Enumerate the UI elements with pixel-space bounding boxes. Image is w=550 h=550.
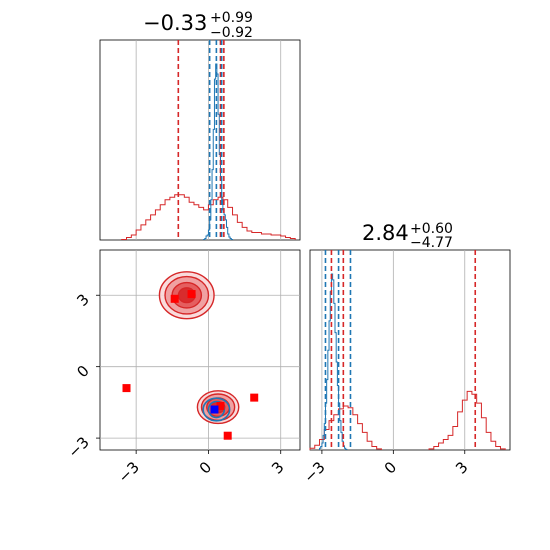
hist-x-title: −0.33 +0.99 −0.92 bbox=[143, 10, 253, 41]
scatter-panel: −3 0 3 −3 0 3 bbox=[64, 249, 301, 486]
hist-y-panel: −3 0 3 bbox=[300, 249, 511, 486]
scatter-y-ticks: −3 0 3 bbox=[64, 290, 100, 462]
hist-y-x-tick-label: −3 bbox=[300, 458, 328, 486]
red-marker bbox=[187, 290, 196, 299]
red-marker bbox=[122, 384, 131, 393]
scatter-x-tick-label: 0 bbox=[196, 458, 215, 477]
title-sup-y: +0.60 bbox=[410, 221, 453, 237]
hist-x-frame bbox=[99, 39, 301, 241]
hist-y-x-ticks: −3 0 3 bbox=[300, 450, 472, 486]
hist-x-panel bbox=[99, 39, 301, 241]
hist-y-series bbox=[309, 273, 506, 450]
title-main-x: −0.33 bbox=[143, 11, 207, 35]
hist-y-grid bbox=[321, 250, 466, 450]
scatter-markers bbox=[122, 290, 259, 440]
title-sub-x: −0.92 bbox=[210, 25, 253, 41]
hist-y-series-0 bbox=[309, 390, 506, 450]
scatter-x-ticks: −3 0 3 bbox=[115, 450, 288, 486]
blue-marker bbox=[210, 405, 219, 414]
hist-x-series-0 bbox=[121, 194, 296, 240]
hist-y-title: 2.84 +0.60 −4.77 bbox=[362, 221, 453, 251]
hist-y-series-1 bbox=[319, 273, 348, 450]
scatter-contours bbox=[158, 271, 240, 425]
hist-x-series bbox=[121, 63, 296, 240]
hist-y-x-tick-label: 0 bbox=[381, 458, 400, 477]
hist-y-lines bbox=[324, 250, 477, 450]
title-sup-x: +0.99 bbox=[210, 10, 253, 26]
title-main-y: 2.84 bbox=[362, 221, 409, 245]
red-marker bbox=[216, 401, 225, 410]
scatter-x-tick-label: −3 bbox=[115, 458, 143, 486]
scatter-y-tick-label: −3 bbox=[64, 433, 92, 461]
blue-contour bbox=[202, 397, 231, 422]
red-marker bbox=[250, 393, 259, 402]
scatter-frame bbox=[99, 249, 301, 451]
red-marker bbox=[170, 294, 179, 303]
hist-x-lines bbox=[177, 40, 225, 240]
hist-y-x-tick-label: 3 bbox=[452, 458, 471, 477]
scatter-x-tick-label: 3 bbox=[268, 458, 287, 477]
hist-x-series-1 bbox=[203, 63, 234, 240]
red-marker bbox=[223, 431, 232, 440]
title-sub-y: −4.77 bbox=[410, 235, 453, 251]
hist-y-frame bbox=[309, 249, 511, 451]
scatter-y-tick-label: 0 bbox=[73, 362, 92, 381]
scatter-y-tick-label: 3 bbox=[73, 290, 92, 309]
